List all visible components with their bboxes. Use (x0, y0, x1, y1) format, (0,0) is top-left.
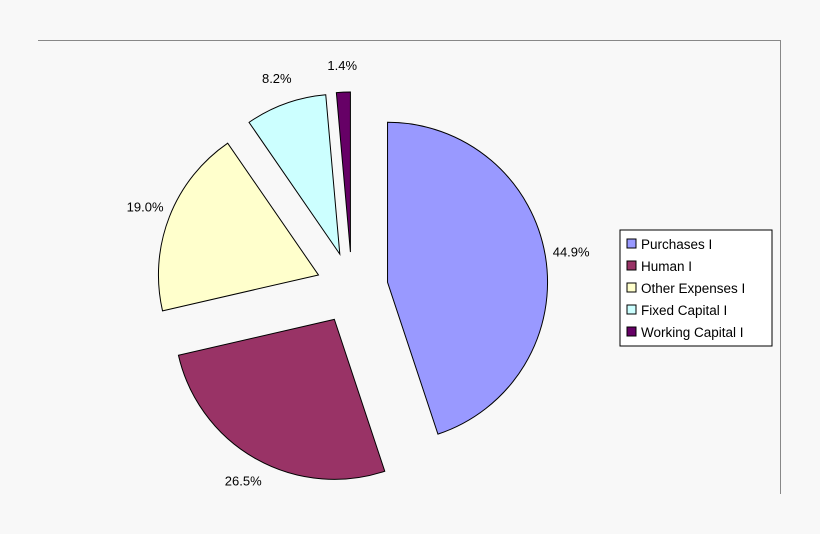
legend: Purchases I Human I Other Expenses I Fixed … (619, 229, 773, 347)
legend-label-purchases: Purchases I (641, 237, 712, 252)
legend-swatch-purchases (626, 238, 637, 249)
pie-chart: 44.9% 26.5% 19.0% 8.2% 1.4% (127, 58, 590, 488)
data-label-purchases: 44.9% (553, 245, 590, 260)
data-label-other-expenses: 19.0% (127, 200, 164, 215)
data-label-working-capital: 1.4% (327, 58, 357, 73)
pie-slice-working-capital (335, 91, 351, 253)
legend-swatch-human (626, 260, 637, 271)
data-label-fixed-capital: 8.2% (262, 71, 292, 86)
pie-slice-human (177, 318, 386, 480)
pie-slice-purchases (387, 121, 549, 435)
legend-label-working-capital: Working Capital I (641, 325, 744, 340)
legend-swatch-fixed-capital (626, 304, 637, 315)
legend-label-other-expenses: Other Expenses I (641, 281, 745, 296)
legend-box (619, 229, 773, 347)
pie-slice-other-expenses (157, 142, 320, 312)
legend-swatch-working-capital (626, 326, 637, 337)
legend-label-human: Human I (641, 259, 692, 274)
pie-slice-fixed-capital (248, 94, 341, 256)
legend-swatch-other-expenses (626, 282, 637, 293)
legend-label-fixed-capital: Fixed Capital I (641, 303, 727, 318)
data-label-human: 26.5% (225, 474, 262, 489)
